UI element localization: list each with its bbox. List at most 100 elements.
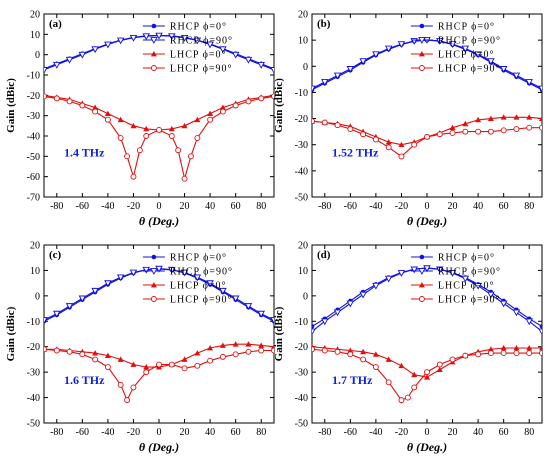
legend-label: LHCP ϕ=0°: [438, 50, 495, 61]
legend-marker: [150, 268, 158, 275]
y-tick-label: -50: [27, 152, 40, 163]
data-point: [92, 356, 99, 363]
legend-label: LHCP ϕ=90°: [170, 64, 233, 75]
data-point: [499, 300, 508, 308]
data-point: [487, 58, 495, 65]
legend-label: LHCP ϕ=90°: [438, 295, 501, 306]
x-tick-label: -80: [318, 201, 331, 212]
y-tick-label: 0: [35, 50, 40, 61]
data-point: [461, 45, 470, 53]
x-tick-label: -80: [318, 427, 331, 438]
x-tick-label: 20: [448, 427, 458, 438]
data-point: [142, 266, 150, 274]
data-point: [321, 79, 329, 86]
x-tick-label: 20: [180, 427, 190, 438]
series-group: [44, 265, 274, 404]
data-point: [104, 41, 112, 49]
y-tick-label: -10: [27, 71, 40, 82]
data-point: [78, 51, 87, 59]
data-point: [385, 139, 392, 145]
data-point: [462, 120, 469, 127]
data-point: [424, 369, 430, 376]
series-line: [44, 95, 274, 179]
data-point: [116, 274, 125, 282]
data-point: [312, 346, 315, 353]
data-point: [449, 124, 456, 131]
data-point: [53, 347, 60, 354]
data-point: [65, 56, 74, 64]
x-tick-label: -60: [76, 427, 89, 438]
legend-label: LHCP ϕ=90°: [170, 295, 233, 306]
x-tick-label: 40: [205, 427, 215, 438]
x-tick-label: -40: [101, 427, 114, 438]
data-point: [499, 66, 508, 73]
data-point: [474, 51, 482, 59]
data-point: [334, 348, 341, 355]
data-point: [244, 303, 253, 310]
frequency-annotation: 1.4 THz: [64, 146, 105, 160]
data-point: [124, 397, 131, 404]
data-point: [136, 147, 143, 154]
data-point: [66, 98, 73, 105]
data-point: [142, 33, 150, 41]
y-tick-label: -20: [295, 342, 308, 353]
data-point: [155, 32, 163, 40]
data-point: [397, 41, 406, 48]
data-point: [207, 357, 214, 364]
y-tick-label: 10: [30, 266, 40, 277]
series-line: [44, 268, 274, 322]
data-point: [526, 124, 533, 131]
legend-marker: [419, 254, 425, 260]
data-point: [231, 51, 240, 59]
data-point: [244, 56, 253, 64]
y-axis-label: Gain (dBic): [273, 78, 285, 133]
data-point: [117, 116, 124, 123]
x-tick-label: 60: [231, 201, 241, 212]
data-point: [436, 361, 443, 368]
data-point: [346, 300, 355, 308]
legend-marker: [418, 65, 425, 71]
data-point: [539, 344, 542, 351]
data-point: [385, 144, 392, 151]
data-point: [270, 317, 274, 324]
data-point: [397, 270, 406, 277]
data-point: [194, 135, 201, 141]
data-point: [219, 46, 227, 54]
data-point: [448, 41, 457, 48]
x-tick-label: 80: [256, 427, 266, 438]
data-point: [385, 379, 392, 386]
data-point: [424, 133, 430, 140]
legend-label: RHCP ϕ=0°: [170, 22, 227, 33]
data-point: [44, 93, 47, 100]
data-point: [525, 318, 533, 326]
data-point: [360, 356, 367, 363]
data-point: [461, 275, 470, 283]
data-point: [129, 34, 138, 42]
y-tick-label: -20: [27, 342, 40, 353]
data-point: [539, 124, 542, 131]
x-tick-label: -40: [101, 201, 114, 212]
data-point: [312, 118, 315, 125]
data-point: [206, 280, 214, 288]
data-point: [168, 133, 175, 139]
data-point: [104, 364, 111, 371]
legend-marker: [150, 282, 157, 288]
y-tick-label: -50: [295, 419, 308, 430]
data-point: [513, 126, 520, 132]
legend-label: RHCP ϕ=90°: [170, 36, 233, 47]
y-tick-label: -10: [27, 317, 40, 328]
data-point: [360, 131, 367, 138]
data-point: [79, 351, 86, 358]
data-point: [500, 127, 507, 134]
panel-4: -80 -60 -40 -20 0 20 40 60 80 -50 -40 -30 -20 -10 0 10 2…: [273, 241, 543, 454]
x-tick-label: 80: [256, 201, 266, 212]
y-axis-label: Gain (dBic): [273, 306, 285, 361]
data-point: [258, 95, 265, 102]
data-point: [206, 41, 214, 49]
x-tick-label: -80: [50, 201, 63, 212]
x-tick-label: -40: [369, 427, 382, 438]
data-point: [257, 61, 265, 69]
data-point: [347, 126, 354, 132]
data-point: [526, 350, 533, 357]
